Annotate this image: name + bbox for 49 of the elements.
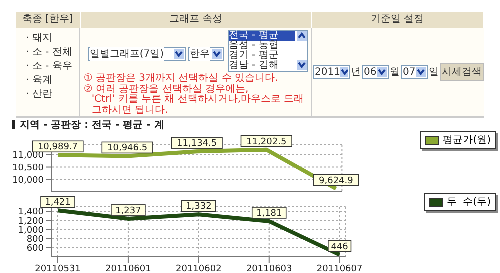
x-tick-label: 20110603 [246, 264, 292, 273]
text: 기준일 설정 [312, 12, 484, 28]
text: 경기 - 평군 [228, 50, 280, 61]
text: ① 공판장은 3개까지 선택하실 수 있습니다. [84, 73, 280, 84]
x-tick-label: 20110531 [35, 264, 81, 273]
data-label: 1,332 [186, 202, 212, 212]
data-label: 10,946.5 [108, 144, 148, 154]
y-tick-label: 600 [26, 244, 44, 254]
legend-label: 평균가(원) [443, 134, 491, 147]
text: · 산란 [26, 88, 54, 102]
data-label: 11,134.5 [177, 139, 218, 150]
data-label: 9,624.9 [319, 176, 354, 186]
text: · 돼지 [26, 32, 54, 46]
text: · 소 - 육우 [26, 60, 74, 74]
y-tick-label: 10,500 [12, 163, 44, 174]
data-label: 11,202.5 [246, 137, 287, 148]
text: 'Ctrl' 키를 누른 채 선택하시거나,마우스로 드래그하시면 됩니다. [90, 94, 306, 116]
text: 06 [364, 66, 377, 78]
text: · 육계 [26, 74, 54, 88]
x-tick-label: 20110602 [176, 264, 222, 273]
text: 월 [390, 66, 400, 79]
text: 음성 - 농협 [228, 40, 280, 51]
legend-label: 두 수(두) [446, 196, 491, 209]
chart-title: 지역 - 공판장 : 전국 - 평균 - 계 [20, 118, 164, 132]
text: 년 [351, 66, 361, 79]
text: · 소 - 전체 [26, 46, 74, 60]
text: 축종 [한우] [16, 12, 81, 28]
y-tick-label: 1,200 [18, 216, 44, 227]
x-tick-label: 20110601 [106, 264, 152, 273]
text: 시세검색 [440, 63, 484, 81]
y-tick-label: 800 [26, 235, 44, 246]
text: 그래프 속성 [80, 12, 312, 28]
data-label: 10,989.7 [38, 142, 78, 153]
data-label: 1,181 [256, 209, 282, 219]
text: 한우 [190, 47, 210, 61]
data-label: 1,421 [45, 198, 71, 208]
text: 경남 - 김해 [228, 60, 280, 71]
text: ② 여러 공판장을 선택하실 경우에는, [84, 84, 250, 94]
text: 일별그래프(7일) [90, 47, 164, 61]
y-tick-label: 1,400 [18, 208, 44, 218]
x-tick-label: 20110607 [316, 264, 363, 273]
data-label: 446 [331, 242, 349, 252]
text: 일 [429, 66, 439, 79]
text: 07 [403, 66, 416, 78]
data-label: 1,237 [116, 206, 142, 216]
text: 2011 [315, 66, 340, 78]
y-tick-label: 10,000 [12, 176, 44, 186]
text: 전국 - 평균 [228, 30, 295, 41]
y-tick-label: 1,000 [18, 226, 44, 236]
